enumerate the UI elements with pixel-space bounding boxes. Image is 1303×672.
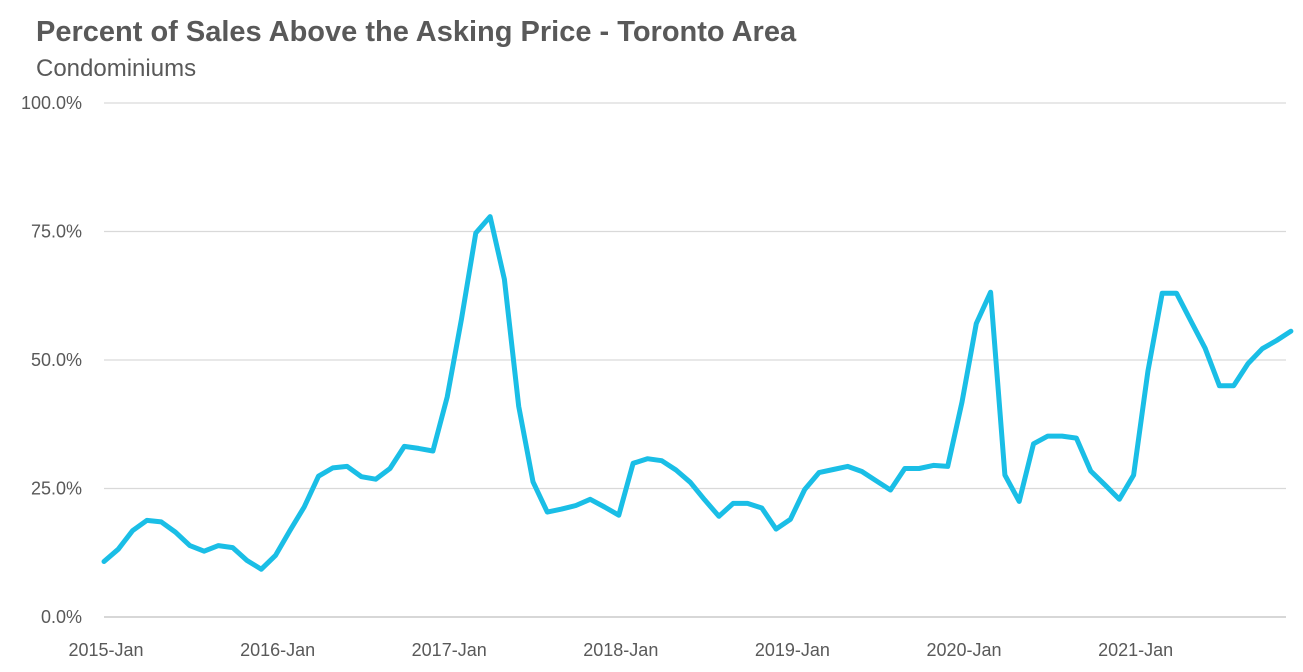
x-tick-label: 2016-Jan [240,640,315,660]
x-tick-label: 2021-Jan [1098,640,1173,660]
x-axis: 2015-Jan 2016-Jan 2017-Jan 2018-Jan 2019-Jan… [68,640,1173,660]
series-layer [101,214,1294,572]
y-tick-label: 25.0% [31,479,82,499]
y-tick-label: 0.0% [41,607,82,627]
y-tick-label: 75.0% [31,222,82,242]
x-tick-label: 2020-Jan [926,640,1001,660]
series-line [101,214,1294,572]
y-tick-label: 50.0% [31,350,82,370]
y-tick-label: 100.0% [21,93,82,113]
x-tick-label: 2019-Jan [755,640,830,660]
gridlines [104,102,1286,618]
y-axis: 0.0% 25.0% 50.0% 75.0% 100.0% [21,93,82,627]
x-tick-label: 2018-Jan [583,640,658,660]
chart-title: Percent of Sales Above the Asking Price … [36,16,797,48]
x-tick-label: 2015-Jan [68,640,143,660]
x-tick-label: 2017-Jan [412,640,487,660]
chart-subtitle: Condominiums [36,55,197,82]
